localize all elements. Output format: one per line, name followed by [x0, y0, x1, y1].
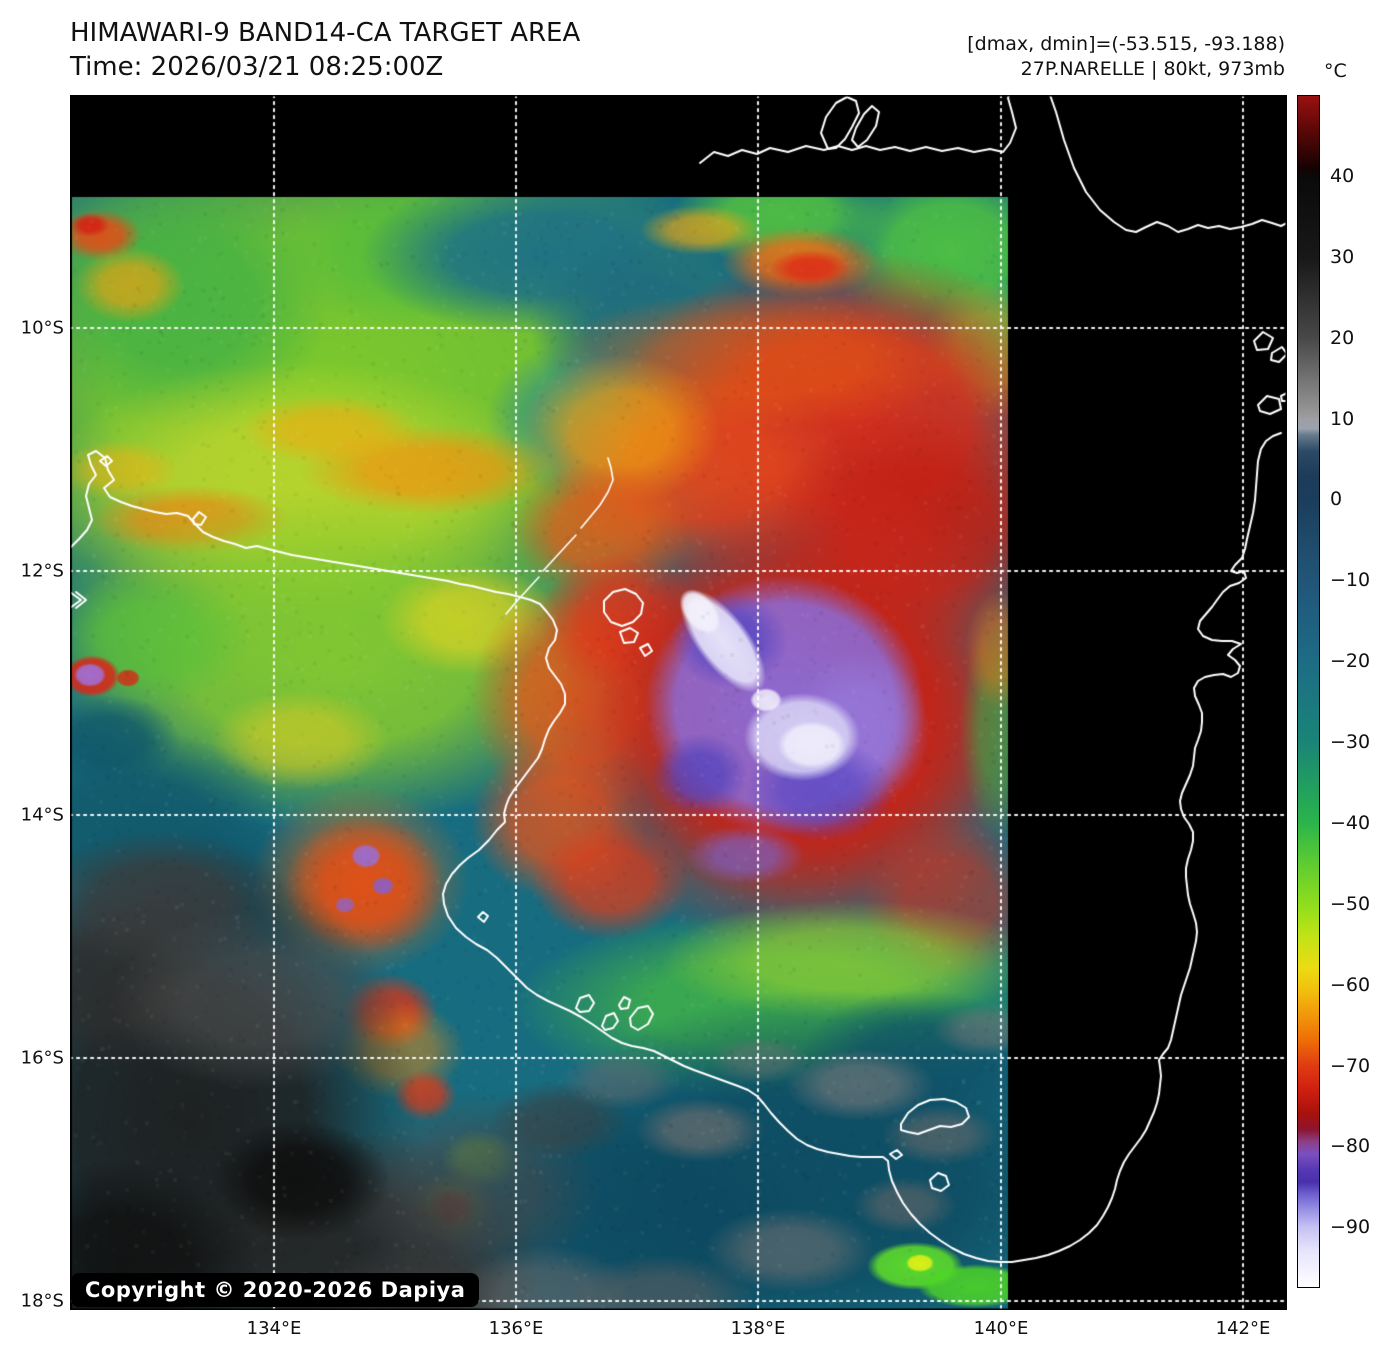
- colorbar-tick-label: −20: [1330, 650, 1371, 673]
- dmax-dmin-readout: [dmax, dmin]=(-53.515, -93.188): [967, 33, 1285, 55]
- title-block: HIMAWARI-9 BAND14-CA TARGET AREA Time: 2…: [70, 16, 580, 84]
- colorbar-unit-label: °C: [1324, 60, 1347, 82]
- timestamp-line: Time: 2026/03/21 08:25:00Z: [70, 52, 444, 82]
- lon-tick-label: 136°E: [488, 1318, 544, 1339]
- colorbar-tick-label: 10: [1330, 407, 1355, 430]
- colorbar-tick-label: −80: [1330, 1135, 1371, 1158]
- colorbar-tick-label: 30: [1330, 245, 1355, 268]
- colorbar-tick-label: −90: [1330, 1216, 1371, 1239]
- storm-intensity-readout: 27P.NARELLE | 80kt, 973mb: [1020, 58, 1285, 80]
- colorbar-tick-label: −70: [1330, 1054, 1371, 1077]
- colorbar-tick-label: 20: [1330, 326, 1355, 349]
- page-title: HIMAWARI-9 BAND14-CA TARGET AREA: [70, 18, 581, 48]
- colorbar-tick-label: −10: [1330, 569, 1371, 592]
- lon-tick-label: 142°E: [1215, 1318, 1271, 1339]
- colorbar-tick-label: −50: [1330, 892, 1371, 915]
- satellite-map-canvas: [70, 95, 1287, 1310]
- lat-tick-label: 10°S: [20, 317, 64, 339]
- lon-tick-label: 138°E: [730, 1318, 786, 1339]
- lat-tick-label: 18°S: [20, 1290, 64, 1312]
- colorbar-tick-label: −40: [1330, 811, 1371, 834]
- temperature-colorbar: [1297, 95, 1320, 1288]
- lon-tick-label: 140°E: [973, 1318, 1029, 1339]
- colorbar-tick-label: 40: [1330, 164, 1355, 187]
- colorbar-tick-label: −60: [1330, 973, 1371, 996]
- lon-tick-label: 134°E: [246, 1318, 302, 1339]
- lat-tick-label: 16°S: [20, 1047, 64, 1069]
- copyright-badge: Copyright © 2020-2026 Dapiya: [71, 1273, 480, 1307]
- colorbar-tick-label: 0: [1330, 488, 1343, 511]
- colorbar-tick-label: −30: [1330, 731, 1371, 754]
- lat-tick-label: 12°S: [20, 560, 64, 582]
- storm-info-block: [dmax, dmin]=(-53.515, -93.188) 27P.NARE…: [967, 32, 1285, 82]
- lat-tick-label: 14°S: [20, 804, 64, 826]
